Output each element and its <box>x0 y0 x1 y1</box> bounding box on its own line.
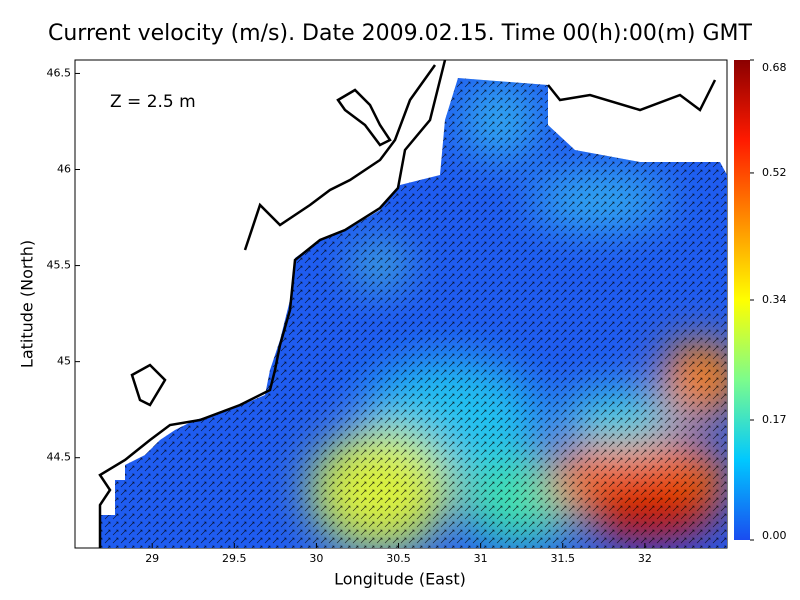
x-tick-label: 29.5 <box>222 552 247 565</box>
colorbar-tick-label: 0.00 <box>762 529 787 542</box>
colorbar-tick-label: 0.68 <box>762 61 787 74</box>
colorbar <box>734 60 750 540</box>
y-tick-label: 46 <box>57 163 71 176</box>
y-tick-label: 45.5 <box>47 259 72 272</box>
y-axis-label: Latitude (North) <box>18 240 37 368</box>
y-tick-label: 44.5 <box>47 451 72 464</box>
chart-title: Current velocity (m/s). Date 2009.02.15.… <box>48 21 753 46</box>
x-tick-label: 31 <box>474 552 488 565</box>
x-tick-label: 29 <box>145 552 159 565</box>
x-tick-label: 32 <box>638 552 652 565</box>
colorbar-tick-label: 0.17 <box>762 413 787 426</box>
x-axis-label: Longitude (East) <box>334 570 466 589</box>
coastline <box>98 59 717 548</box>
x-tick-label: 30 <box>309 552 323 565</box>
colorbar-tick-label: 0.52 <box>762 166 787 179</box>
y-tick-label: 45 <box>57 355 71 368</box>
depth-annotation: Z = 2.5 m <box>110 92 196 112</box>
colorbar-tick-label: 0.34 <box>762 293 787 306</box>
y-tick-label: 46.5 <box>47 66 72 79</box>
x-tick-label: 30.5 <box>386 552 411 565</box>
x-tick-label: 31.5 <box>551 552 576 565</box>
